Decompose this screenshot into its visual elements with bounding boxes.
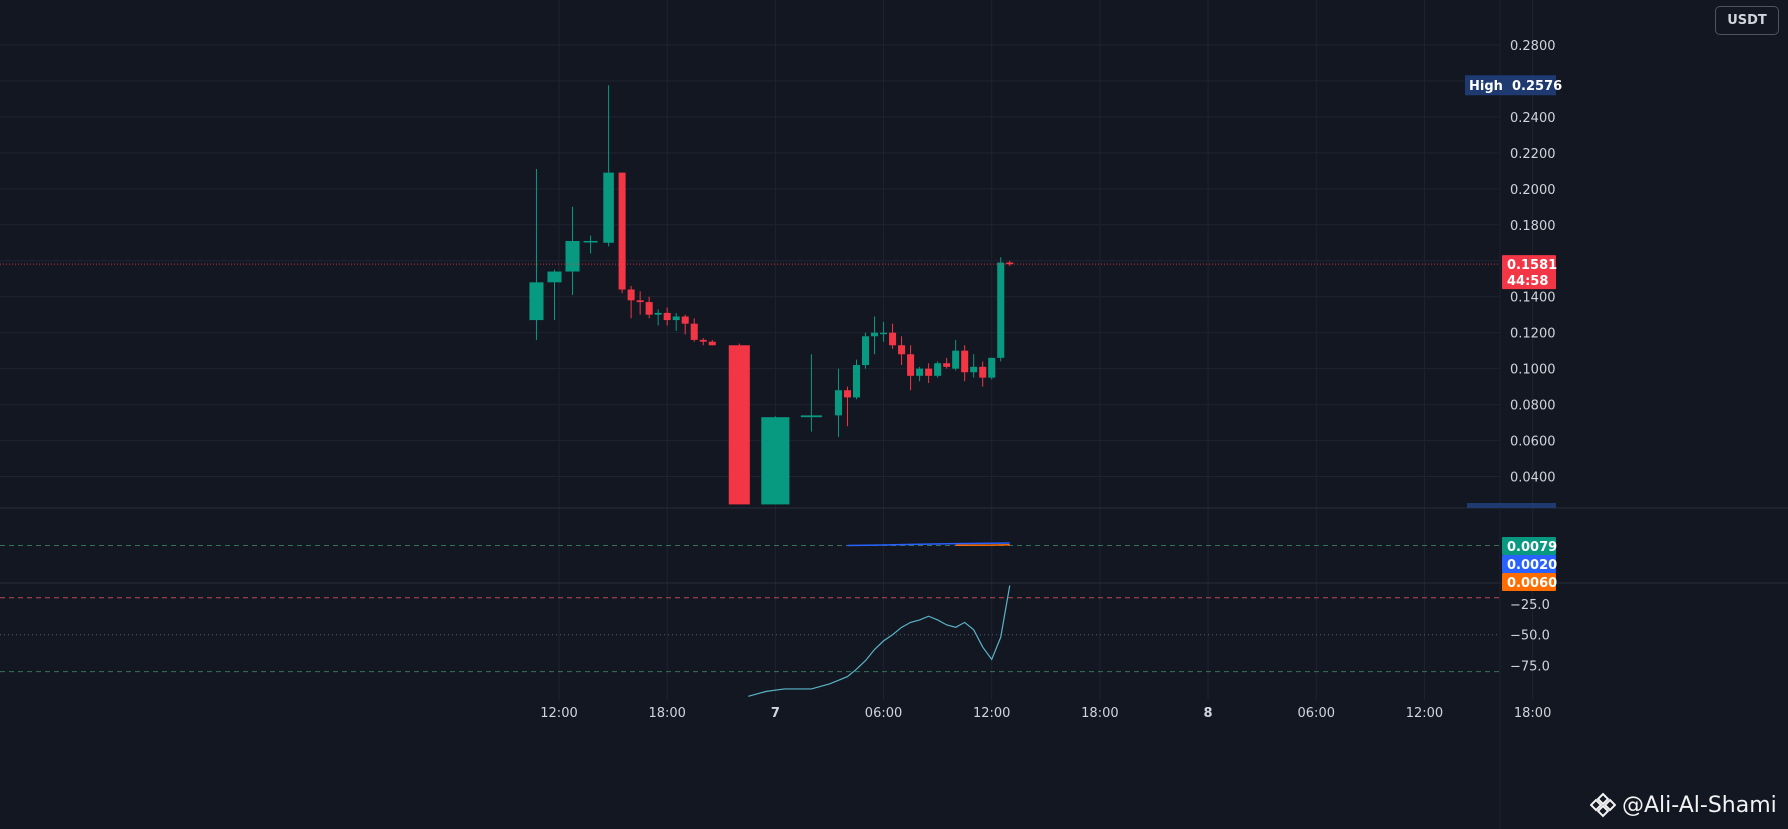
candlesticks [529, 85, 1014, 505]
macd-value-badge-text: 0.0060 [1507, 576, 1557, 591]
candle-body [871, 332, 879, 337]
candle-body [728, 345, 750, 505]
candle-body [898, 345, 906, 355]
candle-body [663, 312, 671, 321]
candle-body [889, 332, 897, 346]
signal-line [955, 544, 1010, 546]
candle-body [627, 289, 635, 301]
candle-body [761, 417, 790, 505]
candle-body [645, 302, 653, 315]
candle-body [925, 368, 933, 376]
macd-value-badge-text: 0.0079 [1507, 540, 1557, 555]
candle-body [861, 336, 870, 366]
candle-body [880, 332, 888, 335]
oscillator-line [748, 585, 1011, 697]
candle-body [834, 390, 842, 416]
candle-body [672, 316, 680, 321]
time-tick-label: 12:00 [973, 706, 1010, 721]
candle-body [636, 300, 644, 303]
candle-body [603, 172, 614, 243]
candle-body [690, 323, 698, 340]
candle-body [852, 365, 861, 398]
price-tick-label: 0.2800 [1510, 39, 1556, 54]
candle-body [979, 366, 987, 378]
current-price-badge-text: 44:58 [1507, 274, 1548, 289]
candle-body [699, 339, 707, 342]
binance-logo-icon [1590, 792, 1616, 818]
price-tick-label: 0.0800 [1510, 399, 1556, 414]
candle-body [618, 172, 626, 290]
candle-body [583, 240, 598, 243]
time-tick-label: 18:00 [1081, 706, 1118, 721]
candle-body [800, 415, 822, 418]
candle-body [907, 354, 915, 376]
price-tick-label: 0.1800 [1510, 219, 1556, 234]
high-label: High [1469, 79, 1503, 94]
macd-value-badge: 0.0060 [1502, 573, 1557, 591]
high-badge: High 0.2576 [1465, 75, 1562, 96]
candle-body [934, 363, 942, 376]
oscillator-levels [0, 545, 1500, 673]
time-tick-label: 7 [771, 706, 780, 721]
oscillator-tick-label: −50.0 [1510, 629, 1550, 644]
high-value: 0.2576 [1512, 79, 1562, 94]
candle-body [708, 341, 716, 346]
oscillator-tick-label: −75.0 [1510, 660, 1550, 675]
candle-body [970, 366, 978, 373]
time-tick-label: 18:00 [1514, 706, 1551, 721]
current-price-badge-bg [1502, 255, 1556, 290]
macd-value-badge: 0.0020 [1502, 555, 1557, 573]
candle-body [916, 368, 924, 376]
high-badge-bg [1465, 75, 1556, 96]
candle-body [529, 282, 544, 321]
price-tick-label: 0.1200 [1510, 327, 1556, 342]
macd-value-badge: 0.0079 [1502, 537, 1557, 555]
price-tick-label: 0.2000 [1510, 183, 1556, 198]
candle-body [654, 312, 662, 315]
grid [0, 0, 1534, 700]
price-tick-label: 0.0600 [1510, 435, 1556, 450]
candle-body [997, 262, 1005, 358]
time-tick-label: 12:00 [1406, 706, 1443, 721]
time-tick-label: 18:00 [648, 706, 685, 721]
time-tick-label: 8 [1204, 706, 1213, 721]
time-tick-label: 06:00 [865, 706, 902, 721]
currency-button[interactable]: USDT [1715, 6, 1779, 35]
price-tick-label: 0.0400 [1510, 471, 1556, 486]
oscillator-line [748, 585, 1011, 697]
price-tick-label: 0.2400 [1510, 111, 1556, 126]
current-price-badge-text: 0.1581 [1507, 258, 1557, 273]
time-tick-label: 12:00 [540, 706, 577, 721]
candle-body [681, 316, 689, 324]
macd-value-badge-bg [1502, 537, 1556, 555]
macd-value-badge-bg [1502, 555, 1556, 573]
range-marker [1467, 503, 1556, 508]
price-tick-label: 0.1400 [1510, 291, 1556, 306]
watermark: @Ali-Al-Shami [1590, 790, 1777, 820]
candle-body [843, 390, 851, 398]
candle-body [565, 240, 580, 272]
macd-line [847, 542, 1010, 547]
candle-body [943, 363, 951, 367]
candle-body [547, 271, 562, 283]
macd-value-badge-text: 0.0020 [1507, 558, 1557, 573]
price-tick-label: 0.2200 [1510, 147, 1556, 162]
price-axis[interactable]: 0.2800 0.2400 0.2200 0.2000 0.1800 0.1400 0.12… [1510, 39, 1556, 675]
macd-lines [847, 542, 1010, 547]
candle-body [952, 350, 960, 369]
macd-value-badge-bg [1502, 573, 1556, 591]
watermark-text: @Ali-Al-Shami [1622, 792, 1777, 818]
time-tick-label: 06:00 [1298, 706, 1335, 721]
time-axis[interactable]: 12:00 18:00 7 06:00 12:00 18:00 8 06:00 12:00 18:… [540, 706, 1551, 721]
candle-body [988, 357, 996, 378]
candle-body [1006, 262, 1014, 265]
candle-body [961, 350, 969, 373]
price-tick-label: 0.1000 [1510, 363, 1556, 378]
oscillator-tick-label: −25.0 [1510, 598, 1550, 613]
